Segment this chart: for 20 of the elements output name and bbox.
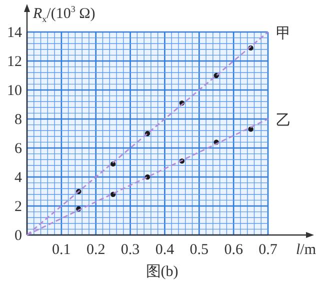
y-tick-label: 10 bbox=[7, 83, 22, 99]
y-tick-label: 2 bbox=[14, 199, 22, 215]
y-tick-label: 6 bbox=[14, 141, 22, 157]
series-label: 乙 bbox=[276, 113, 291, 129]
text: 图(b) bbox=[146, 264, 178, 280]
y-tick-label: 12 bbox=[7, 54, 22, 70]
x-axis-title: l/m bbox=[296, 242, 316, 258]
y-axis-title: R$_{x}$/(10$^{3}$ Ω) bbox=[32, 4, 96, 24]
x-tick-label: 0.5 bbox=[190, 242, 209, 258]
x-tick-label: 0.3 bbox=[120, 242, 140, 258]
y-tick-label: 8 bbox=[14, 112, 22, 128]
x-tick-label: 0.4 bbox=[155, 242, 175, 258]
x-tick-label: 0.2 bbox=[86, 242, 106, 258]
x-tick-label: 0.6 bbox=[224, 242, 244, 258]
x-tick-label: 0.7 bbox=[258, 242, 278, 258]
series-label: 甲 bbox=[276, 26, 291, 42]
y-tick-label: 4 bbox=[14, 170, 22, 186]
x-tick-label: 0.1 bbox=[52, 242, 71, 258]
y-tick-label: 0 bbox=[14, 228, 22, 244]
y-tick-label: 14 bbox=[7, 25, 22, 41]
